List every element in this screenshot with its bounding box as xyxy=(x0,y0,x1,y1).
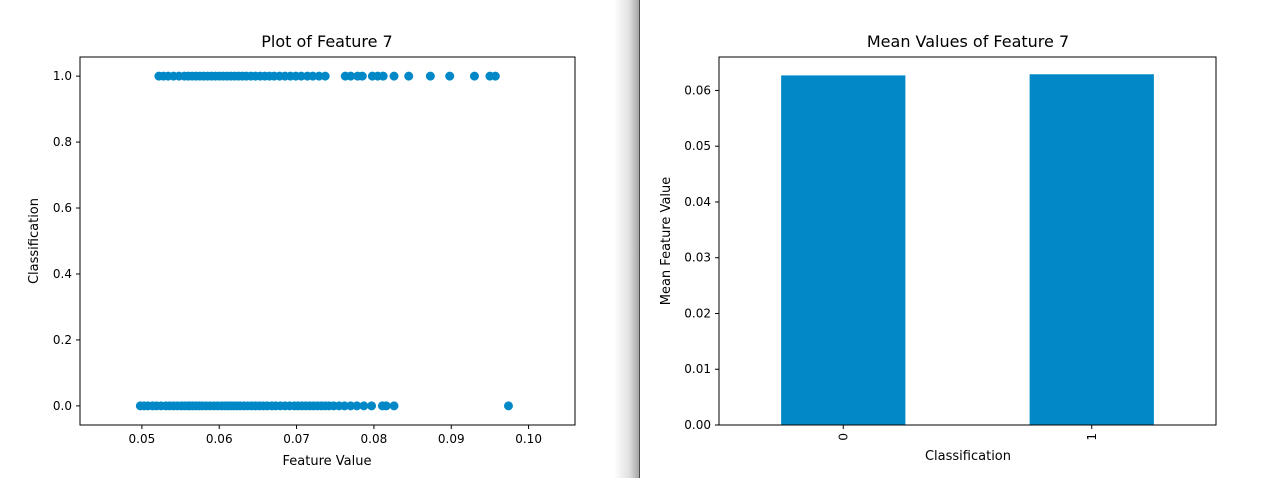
bar-x-tick-label: 0 xyxy=(836,433,850,441)
scatter-x-axis-label: Feature Value xyxy=(283,454,372,469)
scatter-x-tick-label: 0.05 xyxy=(129,432,156,446)
scatter-x-tick-label: 0.07 xyxy=(283,432,310,446)
scatter-point xyxy=(296,71,306,81)
scatter-point xyxy=(381,401,391,411)
scatter-chart: Plot of Feature 7 0.05 0.06 0.07 0.08 0.09 0.… xyxy=(27,32,576,469)
scatter-x-tick-label: 0.06 xyxy=(206,432,233,446)
scatter-point xyxy=(389,401,399,411)
scatter-y-tick-label: 1.0 xyxy=(53,69,72,83)
scatter-y-axis: 0.0 0.2 0.4 0.6 0.8 1.0 xyxy=(53,69,80,413)
scatter-point xyxy=(490,71,500,81)
scatter-x-axis: 0.05 0.06 0.07 0.08 0.09 0.10 xyxy=(129,425,542,446)
bar-y-tick-label: 0.00 xyxy=(684,418,711,432)
scatter-points xyxy=(135,71,513,411)
scatter-point xyxy=(314,71,324,81)
bar-y-tick-label: 0.03 xyxy=(684,251,711,265)
window-divider xyxy=(639,0,640,478)
scatter-y-tick-label: 0.6 xyxy=(53,201,72,215)
scatter-x-tick-label: 0.09 xyxy=(438,432,465,446)
scatter-point xyxy=(367,401,377,411)
bar-y-axis: 0.00 0.01 0.02 0.03 0.04 0.05 0.06 xyxy=(684,83,719,432)
scatter-y-tick-label: 0.0 xyxy=(53,399,72,413)
scatter-point xyxy=(352,401,362,411)
scatter-plot-frame xyxy=(79,56,576,426)
scatter-y-tick-label: 0.2 xyxy=(53,333,72,347)
bar-bars xyxy=(781,74,1154,426)
scatter-x-tick-label: 0.08 xyxy=(361,432,388,446)
scatter-point xyxy=(308,71,318,81)
scatter-point xyxy=(346,71,356,81)
scatter-point xyxy=(346,401,356,411)
bar-y-tick-label: 0.04 xyxy=(684,195,711,209)
bar-y-axis-label: Mean Feature Value xyxy=(659,177,674,306)
bar-y-tick-label: 0.01 xyxy=(684,362,711,376)
scatter-title: Plot of Feature 7 xyxy=(261,32,392,51)
scatter-point xyxy=(320,71,330,81)
bar-plot-frame xyxy=(718,56,1217,426)
scatter-point xyxy=(340,401,350,411)
bar-y-tick-label: 0.02 xyxy=(684,306,711,320)
scatter-y-tick-label: 0.8 xyxy=(53,135,72,149)
bar-title: Mean Values of Feature 7 xyxy=(867,32,1069,51)
window-divider-shadow xyxy=(614,0,639,478)
bar-y-tick-label: 0.06 xyxy=(684,83,711,97)
scatter-x-tick-label: 0.10 xyxy=(515,432,542,446)
scatter-y-axis-label: Classification xyxy=(27,198,42,284)
scatter-point xyxy=(469,71,479,81)
bar-y-tick-label: 0.05 xyxy=(684,139,711,153)
scatter-point xyxy=(378,71,388,81)
scatter-point xyxy=(357,71,367,81)
bar-1 xyxy=(1029,74,1154,425)
scatter-point xyxy=(425,71,435,81)
scatter-point xyxy=(503,401,513,411)
scatter-y-tick-label: 0.4 xyxy=(53,267,72,281)
scatter-point xyxy=(389,71,399,81)
scatter-figure: Plot of Feature 7 0.05 0.06 0.07 0.08 0.09 0.… xyxy=(0,0,614,478)
bar-0 xyxy=(781,75,906,426)
scatter-point xyxy=(445,71,455,81)
bar-x-axis-label: Classification xyxy=(925,449,1011,464)
scatter-point xyxy=(359,401,369,411)
scatter-point xyxy=(404,71,414,81)
bar-x-tick-label: 1 xyxy=(1085,433,1099,441)
